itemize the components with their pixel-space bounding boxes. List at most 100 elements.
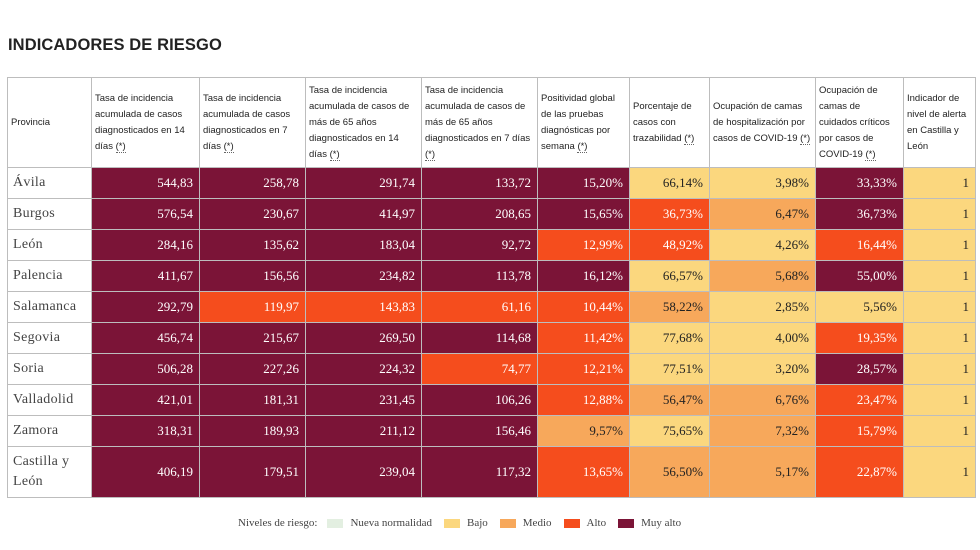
indicator-cell: 77,68% [629, 322, 710, 354]
legend-swatch [618, 518, 635, 528]
legend-item-nueva: Nueva normalidad [327, 517, 432, 529]
province-cell: Castilla y León [7, 446, 92, 498]
table-header-row: Provincia Tasa de incidencia acumulada d… [7, 77, 976, 168]
header-text: Tasa de incidencia acumulada de casos di… [95, 92, 185, 152]
header-trazabilidad: Porcentaje de casos con trazabilidad (*) [629, 77, 710, 168]
indicator-cell: 7,32% [709, 415, 816, 447]
indicator-cell: 5,56% [815, 291, 904, 323]
province-cell: León [7, 229, 92, 261]
legend-swatch [327, 518, 344, 528]
indicator-cell: 11,42% [537, 322, 630, 354]
indicator-cell: 421,01 [91, 384, 200, 416]
header-provincia: Provincia [7, 77, 92, 168]
indicator-cell: 318,31 [91, 415, 200, 447]
indicator-cell: 224,32 [305, 353, 422, 385]
legend-title: Niveles de riesgo: [238, 517, 318, 529]
indicator-cell: 117,32 [421, 446, 538, 498]
indicator-cell: 113,78 [421, 260, 538, 292]
indicator-cell: 114,68 [421, 322, 538, 354]
indicator-cell: 258,78 [199, 167, 306, 199]
indicator-cell: 55,00% [815, 260, 904, 292]
indicator-cell: 133,72 [421, 167, 538, 199]
indicator-cell: 4,00% [709, 322, 816, 354]
indicator-cell: 15,79% [815, 415, 904, 447]
indicator-cell: 119,97 [199, 291, 306, 323]
indicator-cell: 36,73% [629, 198, 710, 230]
indicator-cell: 189,93 [199, 415, 306, 447]
indicator-cell: 1 [903, 322, 976, 354]
indicator-cell: 183,04 [305, 229, 422, 261]
header-ocupacion-criticos: Ocupación de camas de cuidados críticos … [815, 77, 904, 168]
table-row: Palencia 411,67 156,56 234,82 113,78 16,12% 66… [7, 260, 976, 292]
indicator-cell: 1 [903, 167, 976, 199]
info-link[interactable]: (*) [684, 132, 695, 145]
header-positividad: Positividad global de las pruebas diagnó… [537, 77, 630, 168]
indicator-cell: 544,83 [91, 167, 200, 199]
risk-indicators-table: Provincia Tasa de incidencia acumulada d… [7, 77, 976, 498]
header-incidencia-14d: Tasa de incidencia acumulada de casos di… [91, 77, 200, 168]
indicator-cell: 576,54 [91, 198, 200, 230]
legend-label: Medio [522, 517, 552, 529]
indicator-cell: 156,46 [421, 415, 538, 447]
header-ocupacion-hospital: Ocupación de camas de hospitalización po… [709, 77, 816, 168]
indicator-cell: 181,31 [199, 384, 306, 416]
indicator-cell: 12,21% [537, 353, 630, 385]
indicator-cell: 179,51 [199, 446, 306, 498]
indicator-cell: 56,47% [629, 384, 710, 416]
indicator-cell: 239,04 [305, 446, 422, 498]
indicator-cell: 12,88% [537, 384, 630, 416]
indicator-cell: 58,22% [629, 291, 710, 323]
indicator-cell: 12,99% [537, 229, 630, 261]
indicator-cell: 227,26 [199, 353, 306, 385]
legend-label: Bajo [467, 517, 488, 529]
indicator-cell: 106,26 [421, 384, 538, 416]
indicator-cell: 411,67 [91, 260, 200, 292]
indicator-cell: 48,92% [629, 229, 710, 261]
indicator-cell: 406,19 [91, 446, 200, 498]
table-row: Ávila 544,83 258,78 291,74 133,72 15,20% 66,14… [7, 167, 976, 199]
info-link[interactable]: (*) [577, 140, 588, 153]
info-link[interactable]: (*) [329, 148, 340, 161]
indicator-cell: 75,65% [629, 415, 710, 447]
indicator-cell: 15,20% [537, 167, 630, 199]
indicator-cell: 208,65 [421, 198, 538, 230]
indicator-cell: 291,74 [305, 167, 422, 199]
indicator-cell: 66,57% [629, 260, 710, 292]
indicator-cell: 1 [903, 198, 976, 230]
indicator-cell: 234,82 [305, 260, 422, 292]
province-cell: Zamora [7, 415, 92, 447]
legend-item-alto: Alto [563, 517, 607, 529]
info-link[interactable]: (*) [425, 148, 436, 161]
indicator-cell: 5,17% [709, 446, 816, 498]
info-link[interactable]: (*) [800, 132, 811, 145]
indicator-cell: 66,14% [629, 167, 710, 199]
legend-swatch [563, 518, 580, 528]
indicator-cell: 3,98% [709, 167, 816, 199]
indicator-cell: 1 [903, 384, 976, 416]
indicator-cell: 16,44% [815, 229, 904, 261]
header-nivel-alerta: Indicador de nivel de alerta en Castilla… [903, 77, 976, 168]
header-incidencia-65-14d: Tasa de incidencia acumulada de casos de… [305, 77, 422, 168]
info-link[interactable]: (*) [865, 148, 876, 161]
indicator-cell: 1 [903, 415, 976, 447]
indicator-cell: 92,72 [421, 229, 538, 261]
indicator-cell: 33,33% [815, 167, 904, 199]
indicator-cell: 1 [903, 291, 976, 323]
table-row: Soria 506,28 227,26 224,32 74,77 12,21% 77,51%… [7, 353, 976, 385]
legend-label: Alto [586, 517, 607, 529]
header-text: Indicador de nivel de alerta en Castilla… [907, 92, 967, 152]
indicator-cell: 135,62 [199, 229, 306, 261]
table-row: León 284,16 135,62 183,04 92,72 12,99% 48,92% 4… [7, 229, 976, 261]
risk-legend: Niveles de riesgo: Nueva normalidad Bajo M… [238, 517, 693, 529]
indicator-cell: 6,76% [709, 384, 816, 416]
indicator-cell: 414,97 [305, 198, 422, 230]
indicator-cell: 292,79 [91, 291, 200, 323]
indicator-cell: 3,20% [709, 353, 816, 385]
indicator-cell: 1 [903, 260, 976, 292]
indicator-cell: 1 [903, 353, 976, 385]
indicator-cell: 23,47% [815, 384, 904, 416]
info-link[interactable]: (*) [115, 140, 126, 153]
info-link[interactable]: (*) [223, 140, 234, 153]
indicator-cell: 506,28 [91, 353, 200, 385]
page-title: INDICADORES DE RIESGO [8, 36, 222, 54]
